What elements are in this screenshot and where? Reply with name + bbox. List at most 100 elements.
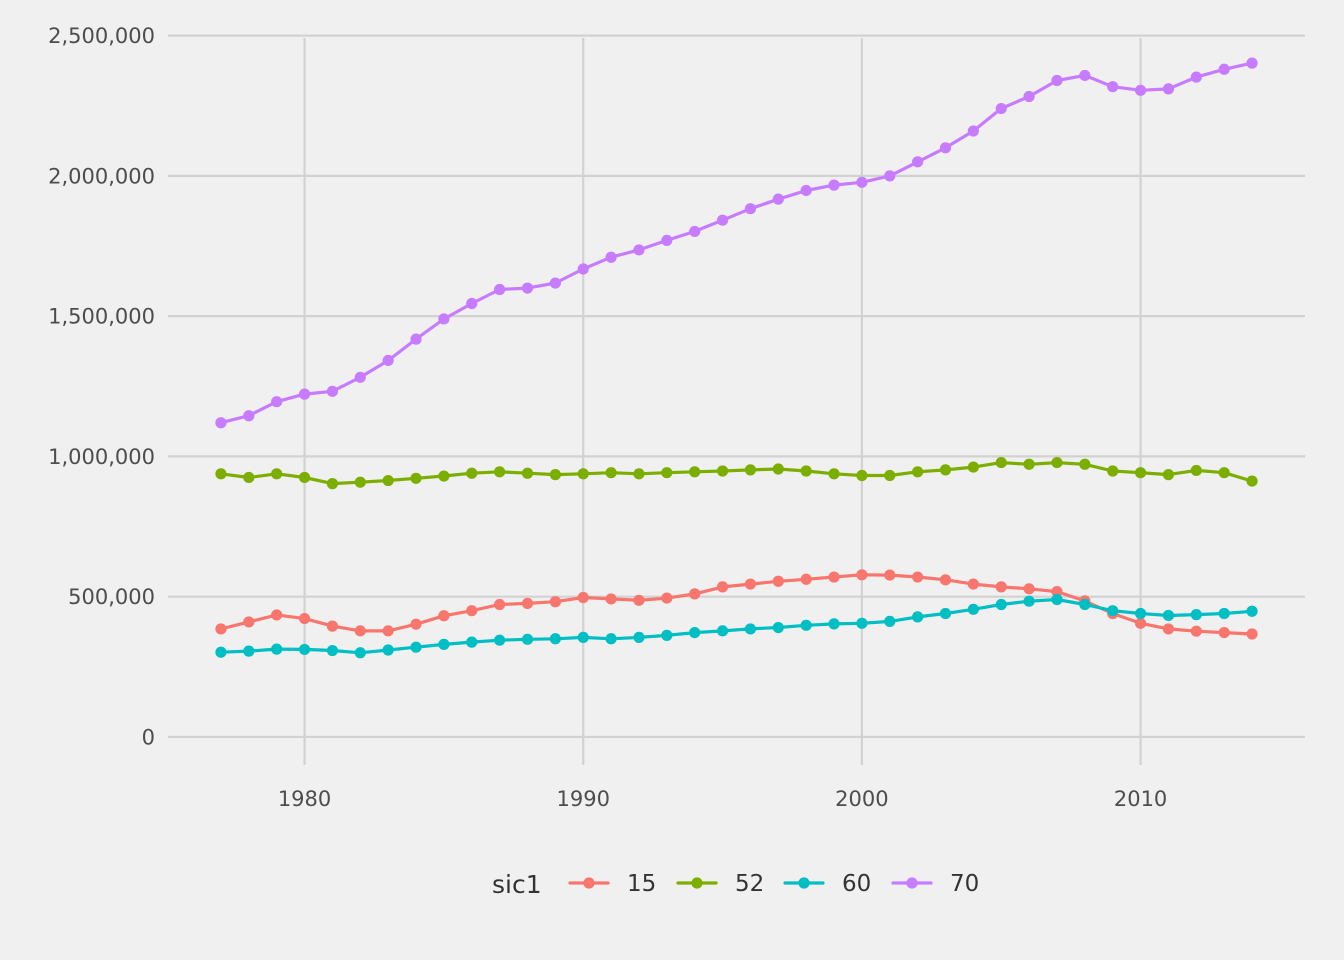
legend-label: 60	[842, 871, 871, 897]
data-point	[939, 574, 952, 586]
data-point	[856, 617, 868, 629]
data-point	[494, 466, 506, 478]
data-point	[1023, 583, 1035, 595]
data-point	[772, 193, 784, 205]
series-layer	[215, 57, 1258, 659]
x-tick-label: 2000	[835, 787, 888, 811]
series-60	[215, 593, 1258, 659]
series-line	[219, 61, 1254, 425]
data-point	[215, 468, 227, 480]
data-point	[716, 625, 729, 637]
data-point	[1023, 458, 1035, 470]
data-point	[800, 573, 812, 585]
x-tick-label: 2010	[1114, 787, 1167, 811]
data-point	[1218, 607, 1230, 620]
data-point	[1107, 81, 1119, 93]
data-point	[1051, 586, 1063, 598]
data-point	[605, 251, 617, 263]
data-point	[1051, 456, 1063, 469]
data-point	[689, 626, 701, 639]
data-point	[689, 466, 701, 478]
data-point	[1246, 475, 1258, 487]
data-point	[215, 646, 227, 658]
data-point	[354, 371, 366, 383]
data-point	[1079, 69, 1091, 82]
axis-tick-labels: 0 500,000 1,000,000 1,500,000 2,000,000 2,500…	[48, 24, 1167, 811]
data-point	[1023, 595, 1035, 607]
data-point	[995, 102, 1007, 115]
data-point	[939, 464, 952, 476]
data-point	[661, 592, 673, 604]
data-point	[800, 184, 812, 197]
y-tick-label: 0	[142, 725, 155, 749]
data-point	[466, 636, 478, 648]
data-point	[215, 417, 227, 429]
data-point	[438, 470, 450, 482]
data-point	[438, 313, 450, 325]
data-point	[995, 581, 1007, 593]
data-point	[382, 625, 394, 637]
legend-key-point	[691, 877, 703, 889]
data-point	[967, 125, 979, 137]
data-point	[744, 578, 757, 590]
data-point	[1134, 617, 1147, 629]
data-point	[772, 575, 784, 587]
data-point	[410, 618, 422, 630]
legend-item-70: 70	[891, 871, 979, 897]
data-point	[438, 638, 450, 650]
series-line	[219, 573, 1254, 636]
y-tick-label: 2,000,000	[48, 164, 155, 188]
legend-key-point	[906, 877, 918, 889]
data-point	[800, 619, 812, 631]
data-point	[772, 621, 784, 634]
data-point	[382, 644, 394, 656]
data-point	[633, 244, 645, 256]
data-point	[271, 396, 283, 408]
data-point	[1190, 71, 1202, 83]
data-point	[884, 569, 896, 581]
data-point	[661, 467, 673, 479]
data-point	[1134, 607, 1147, 620]
data-point	[243, 616, 255, 628]
data-point	[410, 641, 422, 653]
data-point	[1162, 623, 1175, 635]
data-point	[1134, 467, 1147, 479]
data-point	[298, 388, 311, 400]
data-point	[912, 156, 924, 168]
legend-label: 52	[735, 871, 764, 897]
data-point	[549, 596, 561, 608]
data-point	[828, 571, 840, 583]
series-15	[215, 569, 1258, 640]
data-point	[912, 571, 924, 583]
y-tick-label: 1,500,000	[48, 305, 155, 329]
data-point	[326, 644, 339, 657]
data-point	[521, 597, 534, 610]
data-point	[577, 631, 589, 643]
data-point	[856, 176, 868, 188]
data-point	[466, 605, 478, 617]
data-point	[939, 142, 952, 154]
data-point	[1218, 467, 1230, 479]
data-point	[298, 612, 311, 625]
data-point	[744, 464, 757, 476]
data-point	[354, 476, 366, 488]
data-point	[354, 647, 366, 659]
data-point	[995, 456, 1007, 469]
data-point	[1190, 625, 1202, 637]
grid-lines	[168, 34, 1305, 765]
data-point	[828, 468, 840, 480]
data-point	[1246, 628, 1258, 640]
data-point	[967, 603, 979, 615]
data-point	[466, 297, 478, 310]
data-point	[577, 591, 589, 604]
data-point	[856, 469, 868, 482]
y-tick-label: 500,000	[68, 585, 155, 609]
data-point	[298, 643, 311, 656]
data-point	[716, 465, 729, 477]
data-point	[1107, 465, 1119, 477]
data-point	[1190, 609, 1202, 621]
y-tick-label: 2,500,000	[48, 24, 155, 48]
data-point	[967, 461, 979, 473]
data-point	[1023, 90, 1035, 103]
